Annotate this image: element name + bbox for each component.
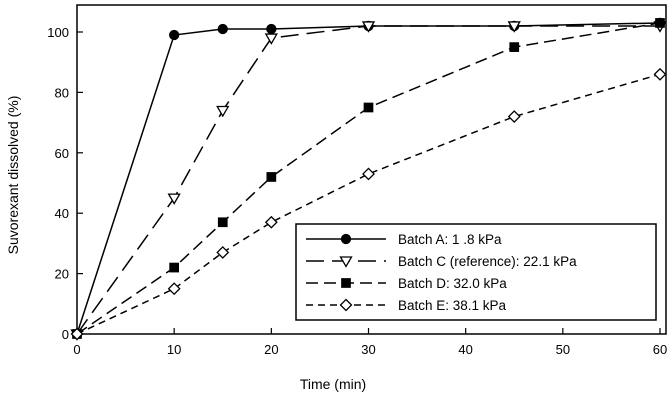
x-tick-label: 20 — [264, 342, 278, 357]
data-point — [216, 246, 230, 259]
data-point — [340, 233, 352, 245]
y-tick-label: 100 — [47, 25, 69, 40]
y-tick-label: 20 — [55, 267, 69, 282]
data-point — [217, 23, 228, 35]
series-d — [70, 67, 667, 341]
data-point — [339, 256, 353, 268]
plot-frame — [76, 4, 667, 335]
data-point — [363, 102, 374, 113]
x-tick-label: 10 — [167, 342, 181, 357]
legend-item: Batch C (reference): 22.1 kPa — [306, 254, 577, 269]
data-point — [264, 33, 278, 45]
data-point — [655, 18, 665, 28]
legend-item: Batch E: 38.1 kPa — [306, 298, 507, 313]
legend-label: Batch E: 38.1 kPa — [398, 298, 507, 313]
x-tick-label: 50 — [556, 342, 570, 357]
data-point — [341, 278, 351, 288]
x-axis-title: Time (min) — [300, 376, 366, 392]
x-tick-label: 0 — [73, 342, 80, 357]
data-point — [509, 42, 520, 52]
legend-item: Batch D: 32.0 kPa — [306, 276, 507, 291]
data-point — [266, 23, 277, 35]
data-point — [362, 167, 375, 181]
legend: Batch A: 1 .8 kPa Batch C (reference): 22… — [295, 223, 657, 321]
legend-label: Batch A: 1 .8 kPa — [398, 232, 502, 247]
x-tick-label: 60 — [653, 342, 667, 357]
data-point — [339, 298, 353, 312]
data-point — [169, 29, 180, 41]
legend-items: Batch A: 1 .8 kPa Batch C (reference): 22… — [306, 232, 577, 313]
data-point — [653, 67, 667, 81]
y-tick-label: 40 — [55, 206, 69, 221]
data-point — [264, 215, 278, 229]
data-point — [266, 172, 277, 182]
data-point — [217, 217, 228, 228]
y-tick-label: 60 — [55, 146, 69, 161]
y-tick-label: 80 — [55, 85, 69, 100]
data-point — [216, 105, 230, 118]
data-point — [167, 282, 181, 296]
legend-box — [295, 223, 657, 321]
data-point — [70, 327, 84, 341]
data-point — [507, 21, 521, 33]
series-layer — [70, 17, 667, 341]
legend-label: Batch D: 32.0 kPa — [398, 276, 507, 291]
data-point — [169, 262, 180, 273]
data-point — [507, 110, 521, 123]
x-tick-label: 30 — [361, 342, 375, 357]
legend-item: Batch A: 1 .8 kPa — [306, 232, 502, 247]
y-axis-title: Suvorexant dissolved (%) — [5, 96, 21, 255]
y-axis: 0 20 40 60 80 100 — [47, 25, 83, 342]
data-point — [167, 193, 181, 205]
legend-label: Batch C (reference): 22.1 kPa — [398, 254, 577, 269]
data-point — [361, 21, 376, 33]
x-tick-label: 40 — [458, 342, 472, 357]
x-axis: 0 10 20 30 40 50 60 — [73, 328, 667, 357]
y-tick-label: 0 — [62, 327, 69, 342]
